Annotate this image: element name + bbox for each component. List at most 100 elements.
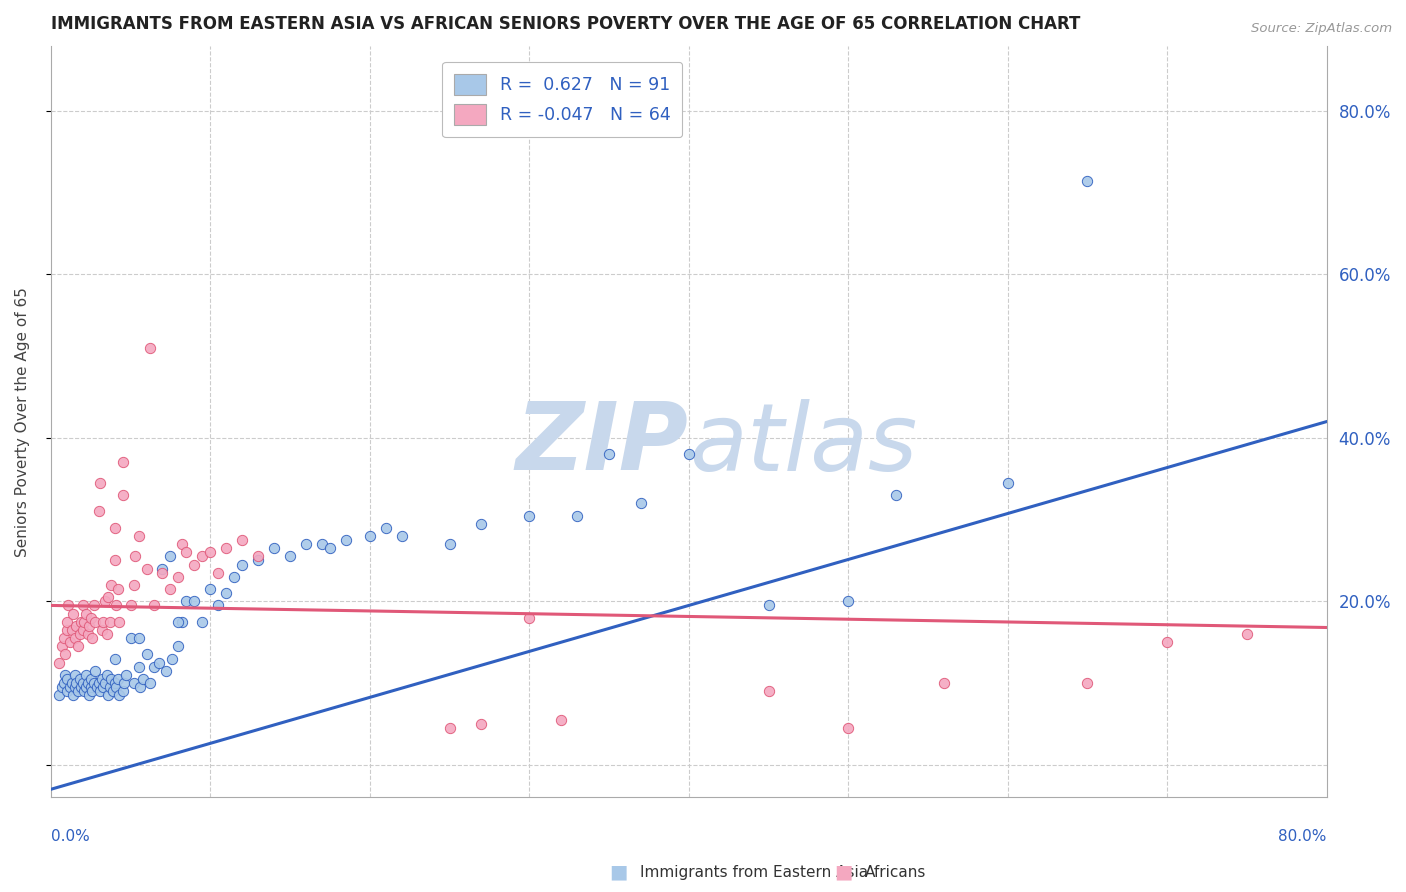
Point [391,529,413,543]
Point [247,553,270,567]
Point [224,570,246,584]
Point [132,672,155,686]
Point [52,676,75,690]
Point [104,521,127,535]
Point [200,545,222,559]
Point [55,615,77,629]
Point [97,689,120,703]
Point [148,656,170,670]
Legend: R =  0.627   N = 91, R = -0.047   N = 64: R = 0.627 N = 91, R = -0.047 N = 64 [443,62,682,137]
Point [167,640,190,654]
Point [837,721,859,735]
Point [77,619,100,633]
Point [60,623,83,637]
Point [104,651,127,665]
Point [295,537,318,551]
Point [231,533,253,547]
Point [76,627,98,641]
Point [105,599,128,613]
Point [128,529,150,543]
Point [120,631,142,645]
Point [311,537,333,551]
Text: ■: ■ [834,863,853,882]
Point [247,549,270,564]
Point [1076,676,1098,690]
Point [90,672,112,686]
Point [170,615,193,629]
Point [319,541,342,556]
Point [183,558,205,572]
Point [63,631,86,645]
Point [159,549,181,564]
Point [96,668,118,682]
Point [73,684,96,698]
Point [97,591,120,605]
Point [66,640,89,654]
Point [52,631,75,645]
Point [758,599,780,613]
Point [1236,627,1258,641]
Point [120,599,142,613]
Point [128,659,150,673]
Text: ■: ■ [609,863,628,882]
Point [65,676,87,690]
Point [143,659,166,673]
Point [72,676,94,690]
Point [263,541,285,556]
Point [87,676,110,690]
Point [160,651,183,665]
Point [630,496,652,510]
Text: IMMIGRANTS FROM EASTERN ASIA VS AFRICAN SENIORS POVERTY OVER THE AGE OF 65 CORRE: IMMIGRANTS FROM EASTERN ASIA VS AFRICAN … [51,15,1080,33]
Point [53,668,76,682]
Point [176,545,198,559]
Point [58,599,80,613]
Point [200,582,222,596]
Point [439,537,461,551]
Point [207,599,229,613]
Point [143,599,166,613]
Point [107,672,129,686]
Text: 80.0%: 80.0% [1278,829,1327,844]
Point [758,684,780,698]
Point [932,676,955,690]
Point [80,672,103,686]
Point [104,676,127,690]
Point [98,615,121,629]
Point [215,586,238,600]
Point [60,676,83,690]
Point [439,721,461,735]
Point [55,672,77,686]
Text: Africans: Africans [865,865,927,880]
Point [75,680,97,694]
Text: Source: ZipAtlas.com: Source: ZipAtlas.com [1251,22,1392,36]
Point [51,680,73,694]
Point [152,562,174,576]
Point [470,516,492,531]
Point [374,521,396,535]
Point [105,680,128,694]
Point [135,562,157,576]
Point [100,578,122,592]
Point [55,623,77,637]
Point [83,676,105,690]
Point [837,594,859,608]
Point [87,504,110,518]
Point [135,648,157,662]
Point [138,341,160,355]
Point [107,582,129,596]
Point [129,680,152,694]
Point [104,553,127,567]
Point [114,668,136,682]
Point [77,689,100,703]
Point [76,676,98,690]
Point [111,684,134,698]
Point [82,684,104,698]
Point [65,619,87,633]
Point [69,672,91,686]
Point [191,549,214,564]
Point [84,615,107,629]
Point [63,680,86,694]
Point [89,684,111,698]
Point [359,529,381,543]
Point [63,668,86,682]
